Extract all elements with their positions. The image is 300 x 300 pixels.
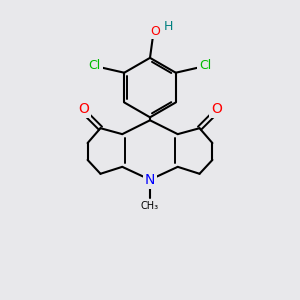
Text: O: O — [78, 102, 89, 116]
Text: O: O — [211, 102, 222, 116]
Text: N: N — [145, 173, 155, 187]
Text: Cl: Cl — [199, 59, 212, 72]
Text: CH₃: CH₃ — [141, 200, 159, 211]
Text: O: O — [150, 25, 160, 38]
Text: H: H — [164, 20, 173, 33]
Text: Cl: Cl — [88, 59, 101, 72]
